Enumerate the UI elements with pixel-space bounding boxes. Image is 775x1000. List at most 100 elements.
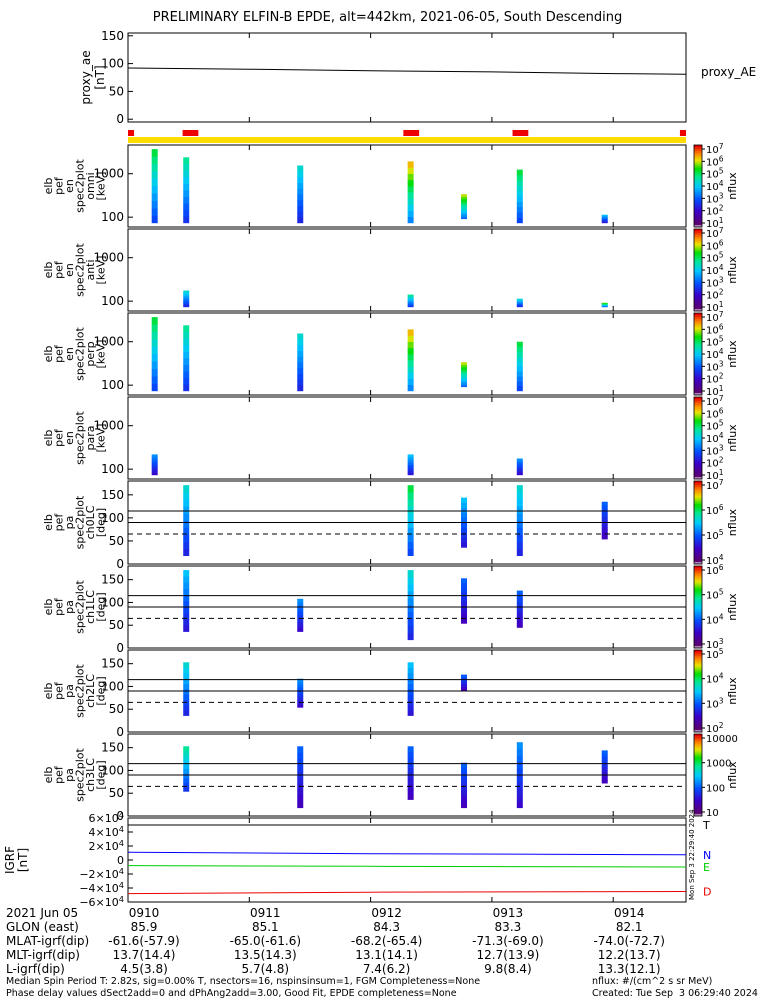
panel-3-cbar-seg xyxy=(694,360,702,363)
panel-3-cbar-seg xyxy=(694,382,702,386)
panel-4-tick-label-0: 1000 xyxy=(93,419,124,433)
panel-7-mark-0 xyxy=(183,662,190,668)
panel-8-cbar-seg xyxy=(694,754,702,758)
panel-1-mark-6 xyxy=(601,214,608,216)
panel-5-mark-4 xyxy=(601,531,608,536)
panel-4-mark-2 xyxy=(516,468,523,471)
panel-3-mark-2 xyxy=(297,385,304,392)
panel-8-mark-1 xyxy=(297,764,304,772)
science-zone-mark xyxy=(128,130,135,136)
panel-4-mark-0 xyxy=(151,454,158,457)
panel-2-cbar-seg xyxy=(694,233,702,236)
proxy-ae-tick-label-3: 0 xyxy=(116,112,124,126)
panel-2-mark-0 xyxy=(183,298,190,301)
panel-7-cbar-seg xyxy=(694,725,702,729)
panel-8-cbar-seg xyxy=(694,793,702,796)
panel-1-mark-0 xyxy=(151,208,158,216)
science-zone-mark xyxy=(679,130,686,136)
panel-6-cbar-frame xyxy=(693,565,703,649)
panel-2-cbar-seg xyxy=(694,302,702,306)
panel-3-cbar-seg xyxy=(694,392,702,396)
panel-7-cbar-seg xyxy=(694,711,702,715)
panel-1-mark-0 xyxy=(151,149,158,157)
panel-8-mark-3 xyxy=(461,776,468,782)
panel-1-mark-6 xyxy=(601,217,608,220)
panel-8-mark-3 xyxy=(461,780,468,786)
panel-1-cbar-title: nflux xyxy=(726,172,739,200)
panel-2-mark-1 xyxy=(407,305,414,308)
panel-6-mark-4 xyxy=(516,597,523,602)
panel-1-tick-label-0: 1000 xyxy=(93,167,124,181)
panel-5-cbar-label-2: 105 xyxy=(706,528,724,542)
panel-8-cbar-seg xyxy=(694,799,702,803)
panel-1-mark-0 xyxy=(151,171,158,179)
panel-1-mark-2 xyxy=(297,194,304,201)
panel-7-ylabel-0: elb xyxy=(42,683,55,700)
xaxis-row-4-value-1: 5.7(4.8) xyxy=(242,962,290,976)
panel-8-mark-0 xyxy=(183,746,190,752)
panel-4-cbar-seg xyxy=(694,399,702,402)
panel-5-mark-1 xyxy=(407,548,414,556)
panel-6-cbar-seg xyxy=(694,600,702,604)
panel-8-mark-4 xyxy=(516,755,523,763)
panel-4-mark-0 xyxy=(151,456,158,459)
panel-8-cbar-seg xyxy=(694,797,702,801)
panel-7-mark-0 xyxy=(183,678,190,684)
panel-8-mark-0 xyxy=(183,782,190,788)
panel-3-frame xyxy=(127,312,687,396)
panel-2-mark-0 xyxy=(183,305,190,308)
panel-5-mark-0 xyxy=(183,506,190,514)
panel-5-cbar-seg xyxy=(694,493,702,497)
panel-8-cbar-seg xyxy=(694,768,702,772)
panel-1-mark-6 xyxy=(601,218,608,220)
panel-4-ylabel-4: para xyxy=(84,426,97,451)
panel-5-cbar-seg xyxy=(694,559,702,563)
panel-1-mark-3 xyxy=(407,204,414,211)
panel-4-cbar-seg xyxy=(694,427,702,431)
panel-3-ylabel-0: elb xyxy=(42,346,55,363)
panel-2-cbar-seg xyxy=(694,247,702,250)
panel-3-cbar-seg xyxy=(694,339,702,343)
panel-7-cbar-seg xyxy=(694,664,702,667)
panel-5-cbar-seg xyxy=(694,497,702,501)
panel-1-mark-4 xyxy=(461,208,468,212)
panel-1-cbar-seg xyxy=(694,216,702,220)
proxy-ae-tick-label-1: 100 xyxy=(101,57,124,71)
panel-5-mark-3 xyxy=(516,548,523,556)
panel-5-mark-1 xyxy=(407,499,414,507)
panel-6-ylabel-4: ch1LC xyxy=(84,590,97,624)
panel-3-cbar-seg xyxy=(694,319,702,322)
panel-1-ylabel-1: pef xyxy=(52,176,65,195)
xaxis-row-1-value-1: 85.1 xyxy=(252,920,279,934)
panel-5-cbar-seg xyxy=(694,534,702,538)
igrf-series-E xyxy=(127,865,687,868)
panel-5-mark-1 xyxy=(407,520,414,528)
panel-2-cbar-seg xyxy=(694,298,702,302)
panel-4-cbar-seg xyxy=(694,454,702,457)
panel-7-ylabel-1: pef xyxy=(52,681,65,700)
panel-8-mark-0 xyxy=(183,773,190,779)
panel-2-cbar-seg xyxy=(694,296,702,300)
panel-2-mark-1 xyxy=(407,297,414,299)
panel-7-mark-3 xyxy=(461,679,468,682)
panel-1-mark-0 xyxy=(151,163,158,172)
panel-2-cbar-seg xyxy=(694,243,702,246)
panel-1-cbar-seg xyxy=(694,186,702,189)
panel-7-mark-3 xyxy=(461,689,468,692)
panel-2-mark-2 xyxy=(516,305,523,307)
panel-2-cbar-seg xyxy=(694,276,702,279)
panel-1-mark-2 xyxy=(297,188,304,195)
panel-1-mark-2 xyxy=(297,176,304,184)
panel-5-mark-3 xyxy=(516,541,523,549)
panel-6-mark-4 xyxy=(516,623,523,628)
xaxis-row-4-value-2: 7.4(6.2) xyxy=(363,962,411,976)
footer-created: Created: Tue Sep 3 06:29:40 2024 xyxy=(592,988,758,999)
panel-2-ylabel-5: [keV] xyxy=(94,256,107,285)
panel-4-cbar-seg xyxy=(694,423,702,427)
panel-8-cbar-seg xyxy=(694,742,702,745)
panel-1-mark-1 xyxy=(183,157,190,165)
panel-3-cbar-seg xyxy=(694,378,702,382)
panel-2-mark-1 xyxy=(407,301,414,304)
panel-5-mark-0 xyxy=(183,492,190,500)
panel-7-mark-0 xyxy=(183,710,190,716)
